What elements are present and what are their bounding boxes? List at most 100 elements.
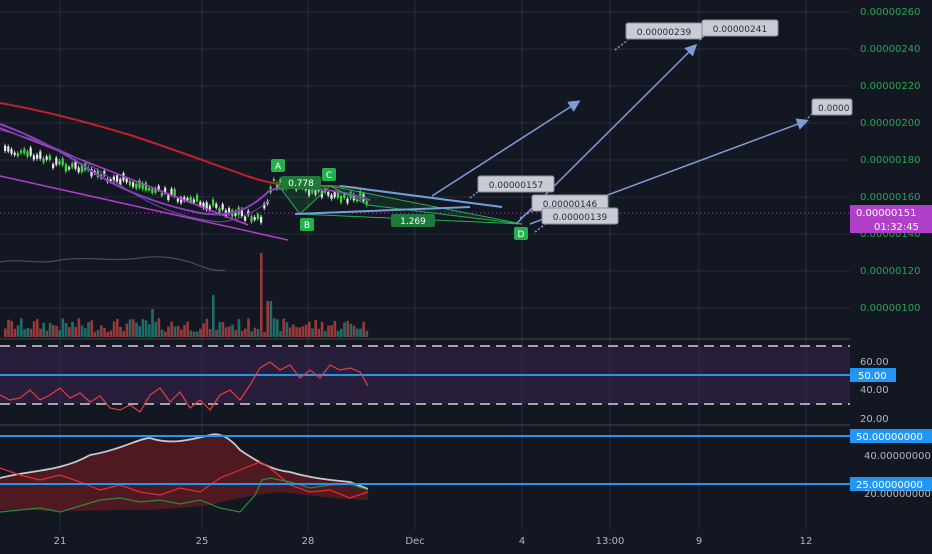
volume-bar bbox=[80, 325, 84, 337]
candle-body bbox=[218, 208, 221, 214]
candle-body bbox=[176, 198, 179, 202]
volume-bar bbox=[58, 330, 61, 337]
pattern-support-line[interactable] bbox=[294, 206, 471, 215]
volume-bar bbox=[138, 326, 141, 337]
pattern-point-d-box[interactable] bbox=[514, 227, 528, 240]
dmi-high-level-badge bbox=[850, 429, 932, 443]
price-callout-box[interactable] bbox=[701, 19, 779, 37]
candle-body bbox=[186, 198, 189, 201]
dmi-low-level-badge bbox=[850, 477, 932, 491]
volume-bar bbox=[263, 331, 266, 337]
rsi-level-value: 50.00 bbox=[858, 371, 887, 382]
price-axis-tick: 0.00000240 bbox=[860, 44, 920, 55]
volume-bar bbox=[125, 323, 129, 337]
candle-body bbox=[74, 160, 77, 169]
candle-body bbox=[272, 178, 275, 181]
volume-bar bbox=[336, 330, 340, 337]
candle-body bbox=[4, 145, 7, 152]
price-callout-text: 0.00000239 bbox=[637, 28, 692, 38]
dmi-pane[interactable] bbox=[0, 433, 850, 513]
pattern-point-a-box[interactable] bbox=[271, 159, 285, 172]
channel-upper-line[interactable] bbox=[0, 127, 249, 226]
price-callout-box[interactable] bbox=[541, 207, 619, 225]
pattern-point-c-label: C bbox=[326, 171, 332, 181]
volume-bar bbox=[199, 328, 202, 337]
volume-bar bbox=[247, 318, 250, 337]
volume-bar bbox=[93, 331, 97, 337]
pattern-labels[interactable]: A B C D 0.778 1.269 bbox=[271, 159, 528, 240]
volume-bar bbox=[215, 329, 218, 337]
channel-lower-line[interactable] bbox=[0, 175, 289, 241]
price-axis-tick: 0.00000140 bbox=[860, 229, 920, 240]
candle-body bbox=[144, 182, 147, 191]
ratio-ab-label: 0.778 bbox=[288, 179, 314, 189]
volume-bar bbox=[202, 323, 205, 337]
pattern-point-b-box[interactable] bbox=[300, 218, 314, 231]
dmi-plus-line[interactable] bbox=[0, 477, 369, 513]
volume-bar bbox=[356, 328, 359, 337]
current-price-value: 0.00000151 bbox=[856, 208, 916, 219]
candle-body bbox=[7, 146, 10, 152]
projection-arrow[interactable] bbox=[431, 100, 581, 197]
volume-bar bbox=[208, 329, 212, 337]
price-callouts[interactable]: 0.00000239 0.00000241 0.0000 0.00000157 … bbox=[477, 19, 853, 225]
volume-bar bbox=[192, 331, 196, 337]
volume-bar bbox=[173, 326, 177, 337]
time-axis-tick: 21 bbox=[54, 536, 67, 547]
volume-bar bbox=[151, 309, 154, 337]
dmi-axis[interactable]: 50.00000000 40.00000000 25.00000000 20.0… bbox=[850, 429, 932, 500]
volume-bar bbox=[311, 328, 314, 337]
volume-bar bbox=[45, 330, 49, 337]
rsi-axis[interactable]: 60.00 50.00 40.00 20.00 bbox=[850, 357, 896, 425]
dmi-axis-tick: 20.00000000 bbox=[864, 489, 931, 500]
secondary-indicator-line bbox=[0, 256, 226, 272]
inner-moving-average-line[interactable] bbox=[0, 129, 271, 223]
pattern-point-c-box[interactable] bbox=[322, 168, 336, 181]
rsi-pane[interactable] bbox=[0, 345, 850, 413]
rsi-line[interactable] bbox=[0, 361, 369, 413]
candle-body bbox=[151, 188, 154, 194]
candle-body bbox=[80, 164, 83, 173]
candle-body bbox=[343, 193, 346, 199]
volume-bar bbox=[36, 319, 39, 337]
volume-bar bbox=[340, 328, 343, 337]
pattern-resistance-line[interactable] bbox=[339, 185, 503, 208]
volume-bar bbox=[167, 326, 170, 337]
time-axis-tick: 9 bbox=[696, 536, 702, 547]
price-axis-tick: 0.00000260 bbox=[860, 7, 920, 18]
candle-body bbox=[336, 191, 339, 198]
time-axis[interactable]: 21 25 28 Dec 4 13:00 9 12 bbox=[54, 536, 813, 547]
slow-moving-average-line[interactable] bbox=[0, 102, 371, 191]
price-callout-box[interactable] bbox=[811, 98, 853, 116]
candle-body bbox=[167, 194, 170, 200]
dmi-minus-line[interactable] bbox=[0, 461, 369, 499]
volume-bars bbox=[4, 253, 369, 337]
price-callout-box[interactable] bbox=[477, 175, 555, 193]
candle-body bbox=[208, 205, 211, 211]
ratio-ab-box bbox=[281, 176, 321, 189]
volume-bar bbox=[237, 319, 241, 337]
projection-arrow[interactable] bbox=[515, 43, 698, 225]
volume-bar bbox=[109, 330, 113, 337]
candle-body bbox=[90, 169, 93, 177]
volume-bar bbox=[128, 319, 132, 337]
volume-bar bbox=[253, 327, 257, 337]
price-axis[interactable]: 0.00000260 0.00000240 0.00000220 0.00000… bbox=[850, 7, 932, 314]
candle-body bbox=[365, 200, 368, 206]
candle-body bbox=[244, 216, 247, 221]
volume-bar bbox=[132, 319, 135, 337]
countdown-value: 01:32:45 bbox=[874, 222, 919, 233]
candle-body bbox=[340, 195, 343, 203]
ratio-bd-box bbox=[391, 214, 435, 227]
harmonic-pattern[interactable] bbox=[276, 184, 523, 225]
volume-bar bbox=[39, 328, 42, 337]
volume-bar bbox=[218, 322, 221, 337]
volume-bar bbox=[295, 327, 298, 337]
candle-body bbox=[314, 190, 317, 195]
volume-bar bbox=[330, 325, 333, 337]
candle-body bbox=[189, 196, 192, 203]
volume-bar bbox=[154, 321, 157, 337]
candle-body bbox=[170, 188, 173, 195]
volume-bar bbox=[304, 324, 308, 337]
